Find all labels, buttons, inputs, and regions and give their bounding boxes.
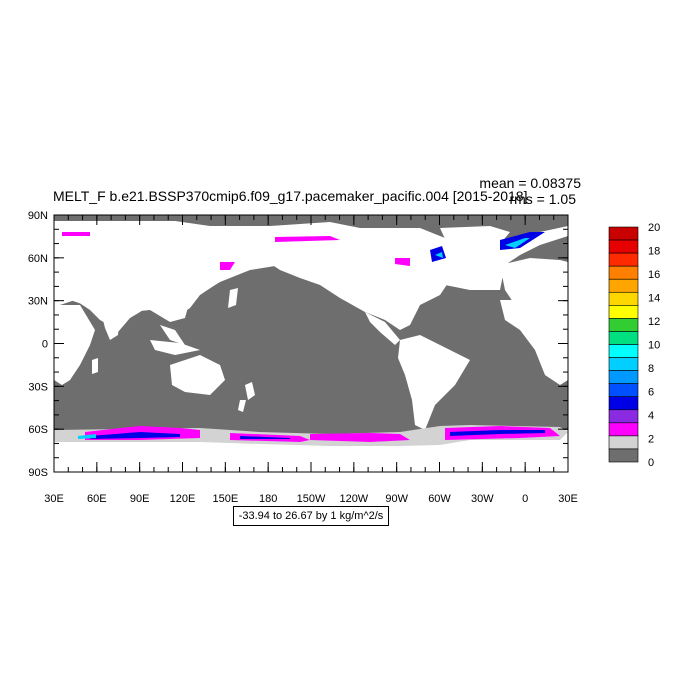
colorbar-swatch — [608, 344, 639, 358]
colorbar-label: 6 — [648, 387, 654, 399]
lon-label: 120W — [339, 493, 368, 505]
arctic-melt-europe — [62, 232, 90, 236]
lat-label: 60S — [28, 424, 48, 436]
lat-label: 0 — [42, 339, 48, 351]
colorbar-swatch — [608, 331, 639, 345]
colorbar-label: 4 — [648, 410, 654, 422]
lon-label: 30E — [558, 493, 578, 505]
antarctic-melt-west-blue — [90, 432, 180, 439]
map-panel — [53, 214, 569, 473]
colorbar-swatch — [608, 396, 639, 411]
longitude-labels: 30E 60E 90E 120E 150E 180 150W 120W 90W 60W 30W 0 30… — [44, 493, 578, 505]
colorbar-label: 18 — [648, 246, 660, 258]
arctic-melt-hudson-cyan — [435, 252, 443, 258]
lat-label: 90S — [28, 467, 48, 479]
lon-label: 90W — [385, 493, 408, 505]
lon-label: 180 — [259, 493, 277, 505]
lon-label: 120E — [170, 493, 196, 505]
antarctic-melt-cyan — [78, 434, 96, 439]
colorbar-label: 12 — [648, 316, 660, 328]
range-label: -33.94 to 26.67 by 1 kg/m^2/s — [233, 506, 389, 526]
colorbar-label: 16 — [648, 269, 660, 281]
colorbar-swatch — [608, 357, 639, 371]
colorbar-label: 20 — [648, 222, 660, 234]
colorbar-label: 14 — [648, 293, 660, 305]
colorbar-swatch — [608, 409, 639, 424]
colorbar-swatch — [608, 448, 639, 463]
colorbar-swatch — [608, 318, 639, 332]
lat-label: 30S — [28, 381, 48, 393]
colorbar-swatch — [608, 239, 639, 254]
colorbar-label: 10 — [648, 340, 660, 352]
antarctic-melt-center-blue — [240, 436, 290, 439]
lon-label: 150E — [212, 493, 238, 505]
arctic-melt-siberia — [275, 236, 340, 242]
colorbar-label: 0 — [648, 457, 654, 469]
colorbar-swatch — [608, 422, 639, 437]
rms-stat: rms = 1.05 — [509, 191, 576, 207]
lat-label: 30N — [28, 296, 48, 308]
lat-label: 90N — [28, 210, 48, 222]
melt-regions — [62, 232, 560, 442]
lon-label: 150W — [297, 493, 326, 505]
colorbar-label: 8 — [648, 363, 654, 375]
mean-stat: mean = 0.08375 — [479, 175, 581, 191]
colorbar-swatch — [608, 226, 639, 241]
arctic-melt-kamchatka — [220, 262, 235, 270]
colorbar-swatch — [608, 252, 639, 267]
colorbar-swatch — [608, 383, 639, 398]
antarctic-melt-ross — [310, 433, 410, 442]
colorbar-swatch — [608, 278, 639, 293]
colorbar-swatch — [608, 305, 639, 319]
colorbar-swatch — [608, 265, 639, 280]
colorbar-swatch — [608, 370, 639, 384]
colorbar-label: 2 — [648, 434, 654, 446]
arctic-melt-svalbard-cyan — [505, 238, 530, 248]
axis-ticks — [53, 214, 569, 473]
lon-label: 30W — [471, 493, 494, 505]
colorbar-swatch — [608, 291, 639, 306]
lon-label: 30E — [44, 493, 64, 505]
antarctic-melt-weddell-blue — [450, 430, 545, 436]
lon-label: 60E — [87, 493, 107, 505]
lat-label: 60N — [28, 253, 48, 265]
plot-title: MELT_F b.e21.BSSP370cmip6.f09_g17.pacema… — [53, 188, 528, 204]
lon-label: 60W — [428, 493, 451, 505]
arctic-melt-alaska — [395, 258, 410, 266]
lon-label: 90E — [130, 493, 150, 505]
colorbar-swatch — [608, 435, 639, 450]
lon-label: 0 — [522, 493, 528, 505]
latitude-labels: 90N 60N 30N 0 30S 60S 90S — [28, 210, 48, 479]
